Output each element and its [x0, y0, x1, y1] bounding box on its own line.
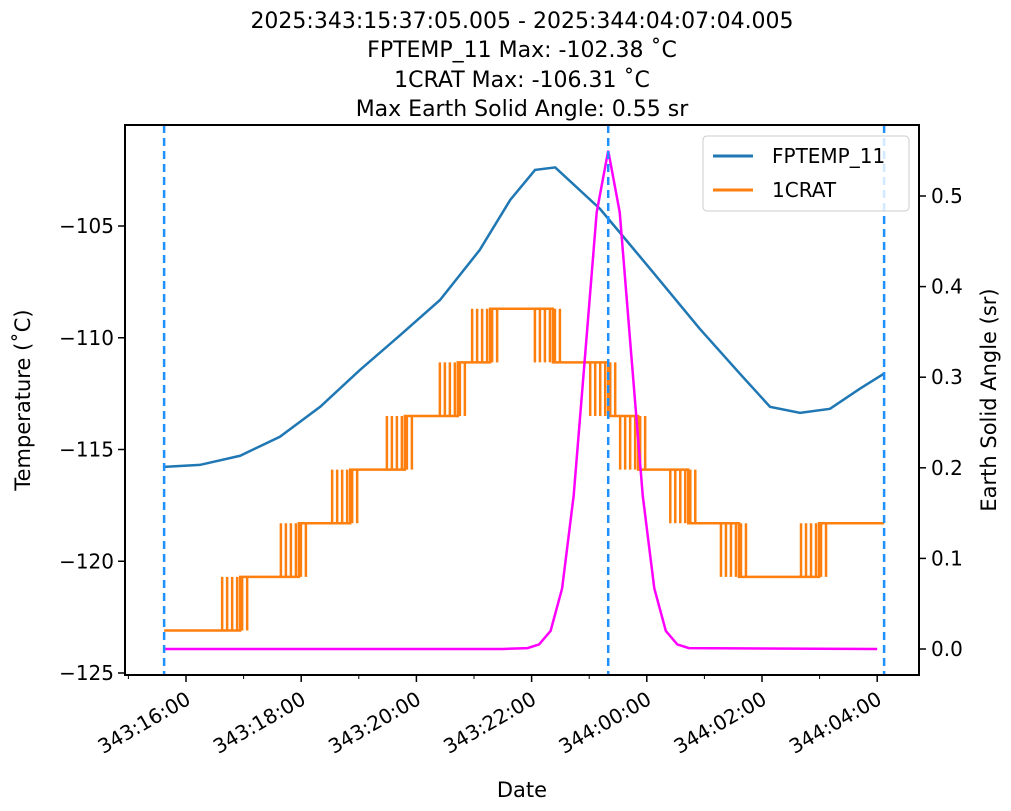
x-tick-label: 343:20:00 [324, 687, 425, 759]
x-tick-label: 344:00:00 [554, 687, 655, 759]
y-axis-label-left: Temperature (˚C) [11, 309, 35, 491]
title-line-4: Max Earth Solid Angle: 0.55 sr [356, 97, 690, 122]
series-earth-solid-angle [164, 150, 878, 651]
y-right-tick-label: 0.4 [931, 275, 963, 299]
title-line-1: 2025:343:15:37:05.005 - 2025:344:04:07:0… [250, 9, 793, 34]
legend: FPTEMP_11 1CRAT [702, 135, 910, 212]
x-axis-label: Date [497, 778, 547, 802]
y-right-tick-label: 0.2 [931, 456, 963, 480]
x-tick-label: 344:02:00 [670, 687, 771, 759]
y-right-tick-label: 0.1 [931, 546, 963, 570]
x-tick-label: 343:22:00 [439, 687, 540, 759]
series-1crat [164, 307, 885, 632]
y-left-tick-label: −105 [59, 214, 114, 238]
x-tick-label: 344:04:00 [785, 687, 886, 759]
y-left-tick-label: −125 [59, 661, 114, 685]
y-axis-label-right: Earth Solid Angle (sr) [977, 288, 1001, 511]
chart-title: 2025:343:15:37:05.005 - 2025:344:04:07:0… [250, 9, 793, 122]
y-right-tick-label: 0.5 [931, 184, 963, 208]
legend-label-1crat: 1CRAT [772, 178, 837, 202]
title-line-3: 1CRAT Max: -106.31 ˚C [394, 68, 650, 93]
legend-box [702, 135, 910, 212]
y-left-tick-label: −110 [59, 326, 114, 350]
title-line-2: FPTEMP_11 Max: -102.38 ˚C [367, 38, 677, 63]
legend-label-fptemp: FPTEMP_11 [772, 144, 885, 168]
y-right-tick-label: 0.3 [931, 365, 963, 389]
x-tick-label: 343:16:00 [94, 687, 195, 759]
y-left-tick-label: −120 [59, 549, 114, 573]
y-right-tick-label: 0.0 [931, 637, 963, 661]
plot-frame [124, 124, 920, 676]
x-tick-label: 343:18:00 [209, 687, 310, 759]
y-left-tick-label: −115 [59, 438, 114, 462]
series-fptemp-11 [164, 166, 885, 469]
